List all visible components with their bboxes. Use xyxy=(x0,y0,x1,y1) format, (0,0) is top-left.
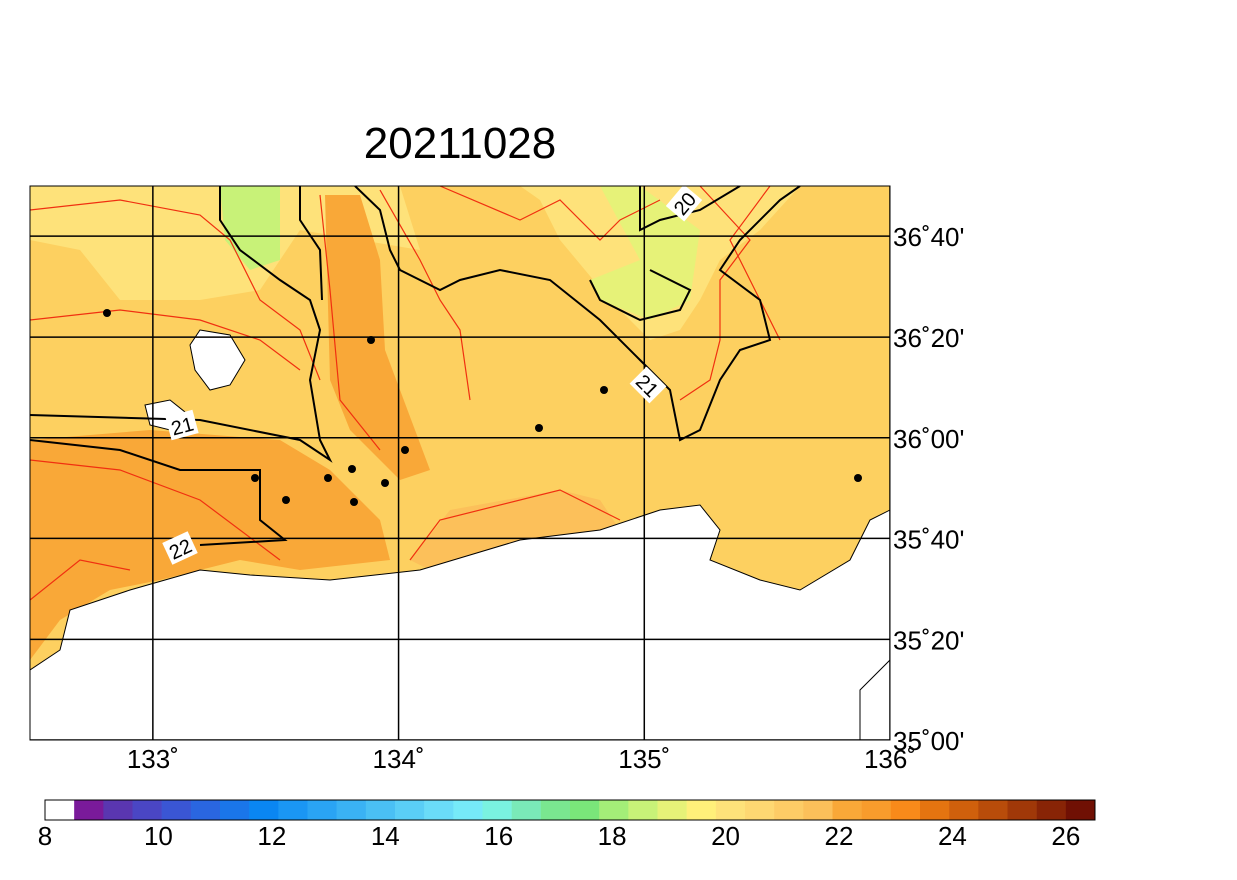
map-frame xyxy=(29,185,891,741)
colorbar-tick-label: 20 xyxy=(711,821,740,851)
color-box xyxy=(511,800,542,820)
color-box xyxy=(249,800,279,820)
color-box xyxy=(161,800,192,820)
y-tick-label: 35˚20' xyxy=(893,625,964,655)
contours-thick xyxy=(30,186,801,546)
colorbar-tick-label: 16 xyxy=(484,821,513,851)
color-box xyxy=(832,800,862,820)
color-box xyxy=(103,800,133,820)
color-box xyxy=(715,800,746,820)
colorbar: 8 10 12 14 16 18 20 22 24 26 xyxy=(38,799,1096,851)
color-box xyxy=(628,800,658,820)
y-tick-label: 36˚00' xyxy=(893,424,964,454)
color-box xyxy=(657,800,687,820)
color-box xyxy=(45,800,75,820)
color-box xyxy=(365,800,396,820)
color-box xyxy=(307,800,337,820)
color-box xyxy=(570,800,600,820)
color-box xyxy=(220,800,250,820)
map-field: 20 21 21 22 xyxy=(30,186,890,740)
y-tick-label: 36˚40' xyxy=(893,222,964,252)
colorbar-tick-label: 10 xyxy=(144,821,173,851)
y-tick-label: 35˚40' xyxy=(893,524,964,554)
color-box xyxy=(190,800,221,820)
color-box xyxy=(745,800,775,820)
color-box xyxy=(424,800,454,820)
x-tick-label: 135˚ xyxy=(618,744,670,774)
color-box xyxy=(686,800,717,820)
axes: 133˚ 134˚ 135˚ 136˚35˚00' 35˚20' 35˚40' 36˚00'… xyxy=(127,222,965,774)
color-box xyxy=(336,800,367,820)
colorbar-tick-label: 12 xyxy=(257,821,286,851)
colorbar-tick-label: 26 xyxy=(1051,821,1080,851)
warm-area xyxy=(410,490,620,570)
color-box xyxy=(978,800,1008,820)
stations xyxy=(103,309,862,506)
x-tick-label: 133˚ xyxy=(127,744,179,774)
x-tick-label: 134˚ xyxy=(373,744,425,774)
land xyxy=(30,504,890,740)
color-box xyxy=(599,800,629,820)
colorbar-tick-label: 18 xyxy=(598,821,627,851)
grid xyxy=(30,186,890,740)
color-box xyxy=(949,800,979,820)
color-box xyxy=(1007,800,1037,820)
colorbar-tick-label: 24 xyxy=(938,821,967,851)
color-box xyxy=(774,800,804,820)
colorbar-tick-label: 8 xyxy=(38,821,52,851)
x-tick-label: 136˚ xyxy=(864,744,916,774)
color-box xyxy=(74,800,104,820)
color-box xyxy=(803,800,833,820)
island xyxy=(189,329,246,391)
colorbar-tick-label: 22 xyxy=(825,821,854,851)
color-box xyxy=(1065,800,1096,820)
y-tick-label: 36˚20' xyxy=(893,323,964,353)
color-box xyxy=(540,800,571,820)
color-box xyxy=(278,800,308,820)
title: 20211028 xyxy=(364,119,557,168)
color-box xyxy=(453,800,483,820)
colorbar-tick-label: 14 xyxy=(371,821,400,851)
color-box xyxy=(861,800,892,820)
color-box xyxy=(890,800,921,820)
color-box xyxy=(482,800,512,820)
color-box xyxy=(132,800,162,820)
land xyxy=(859,659,890,740)
color-box xyxy=(920,800,950,820)
color-box xyxy=(1036,800,1067,820)
y-tick-label: 35˚00' xyxy=(893,726,964,756)
colorbar-frame xyxy=(44,799,1096,821)
color-box xyxy=(395,800,425,820)
